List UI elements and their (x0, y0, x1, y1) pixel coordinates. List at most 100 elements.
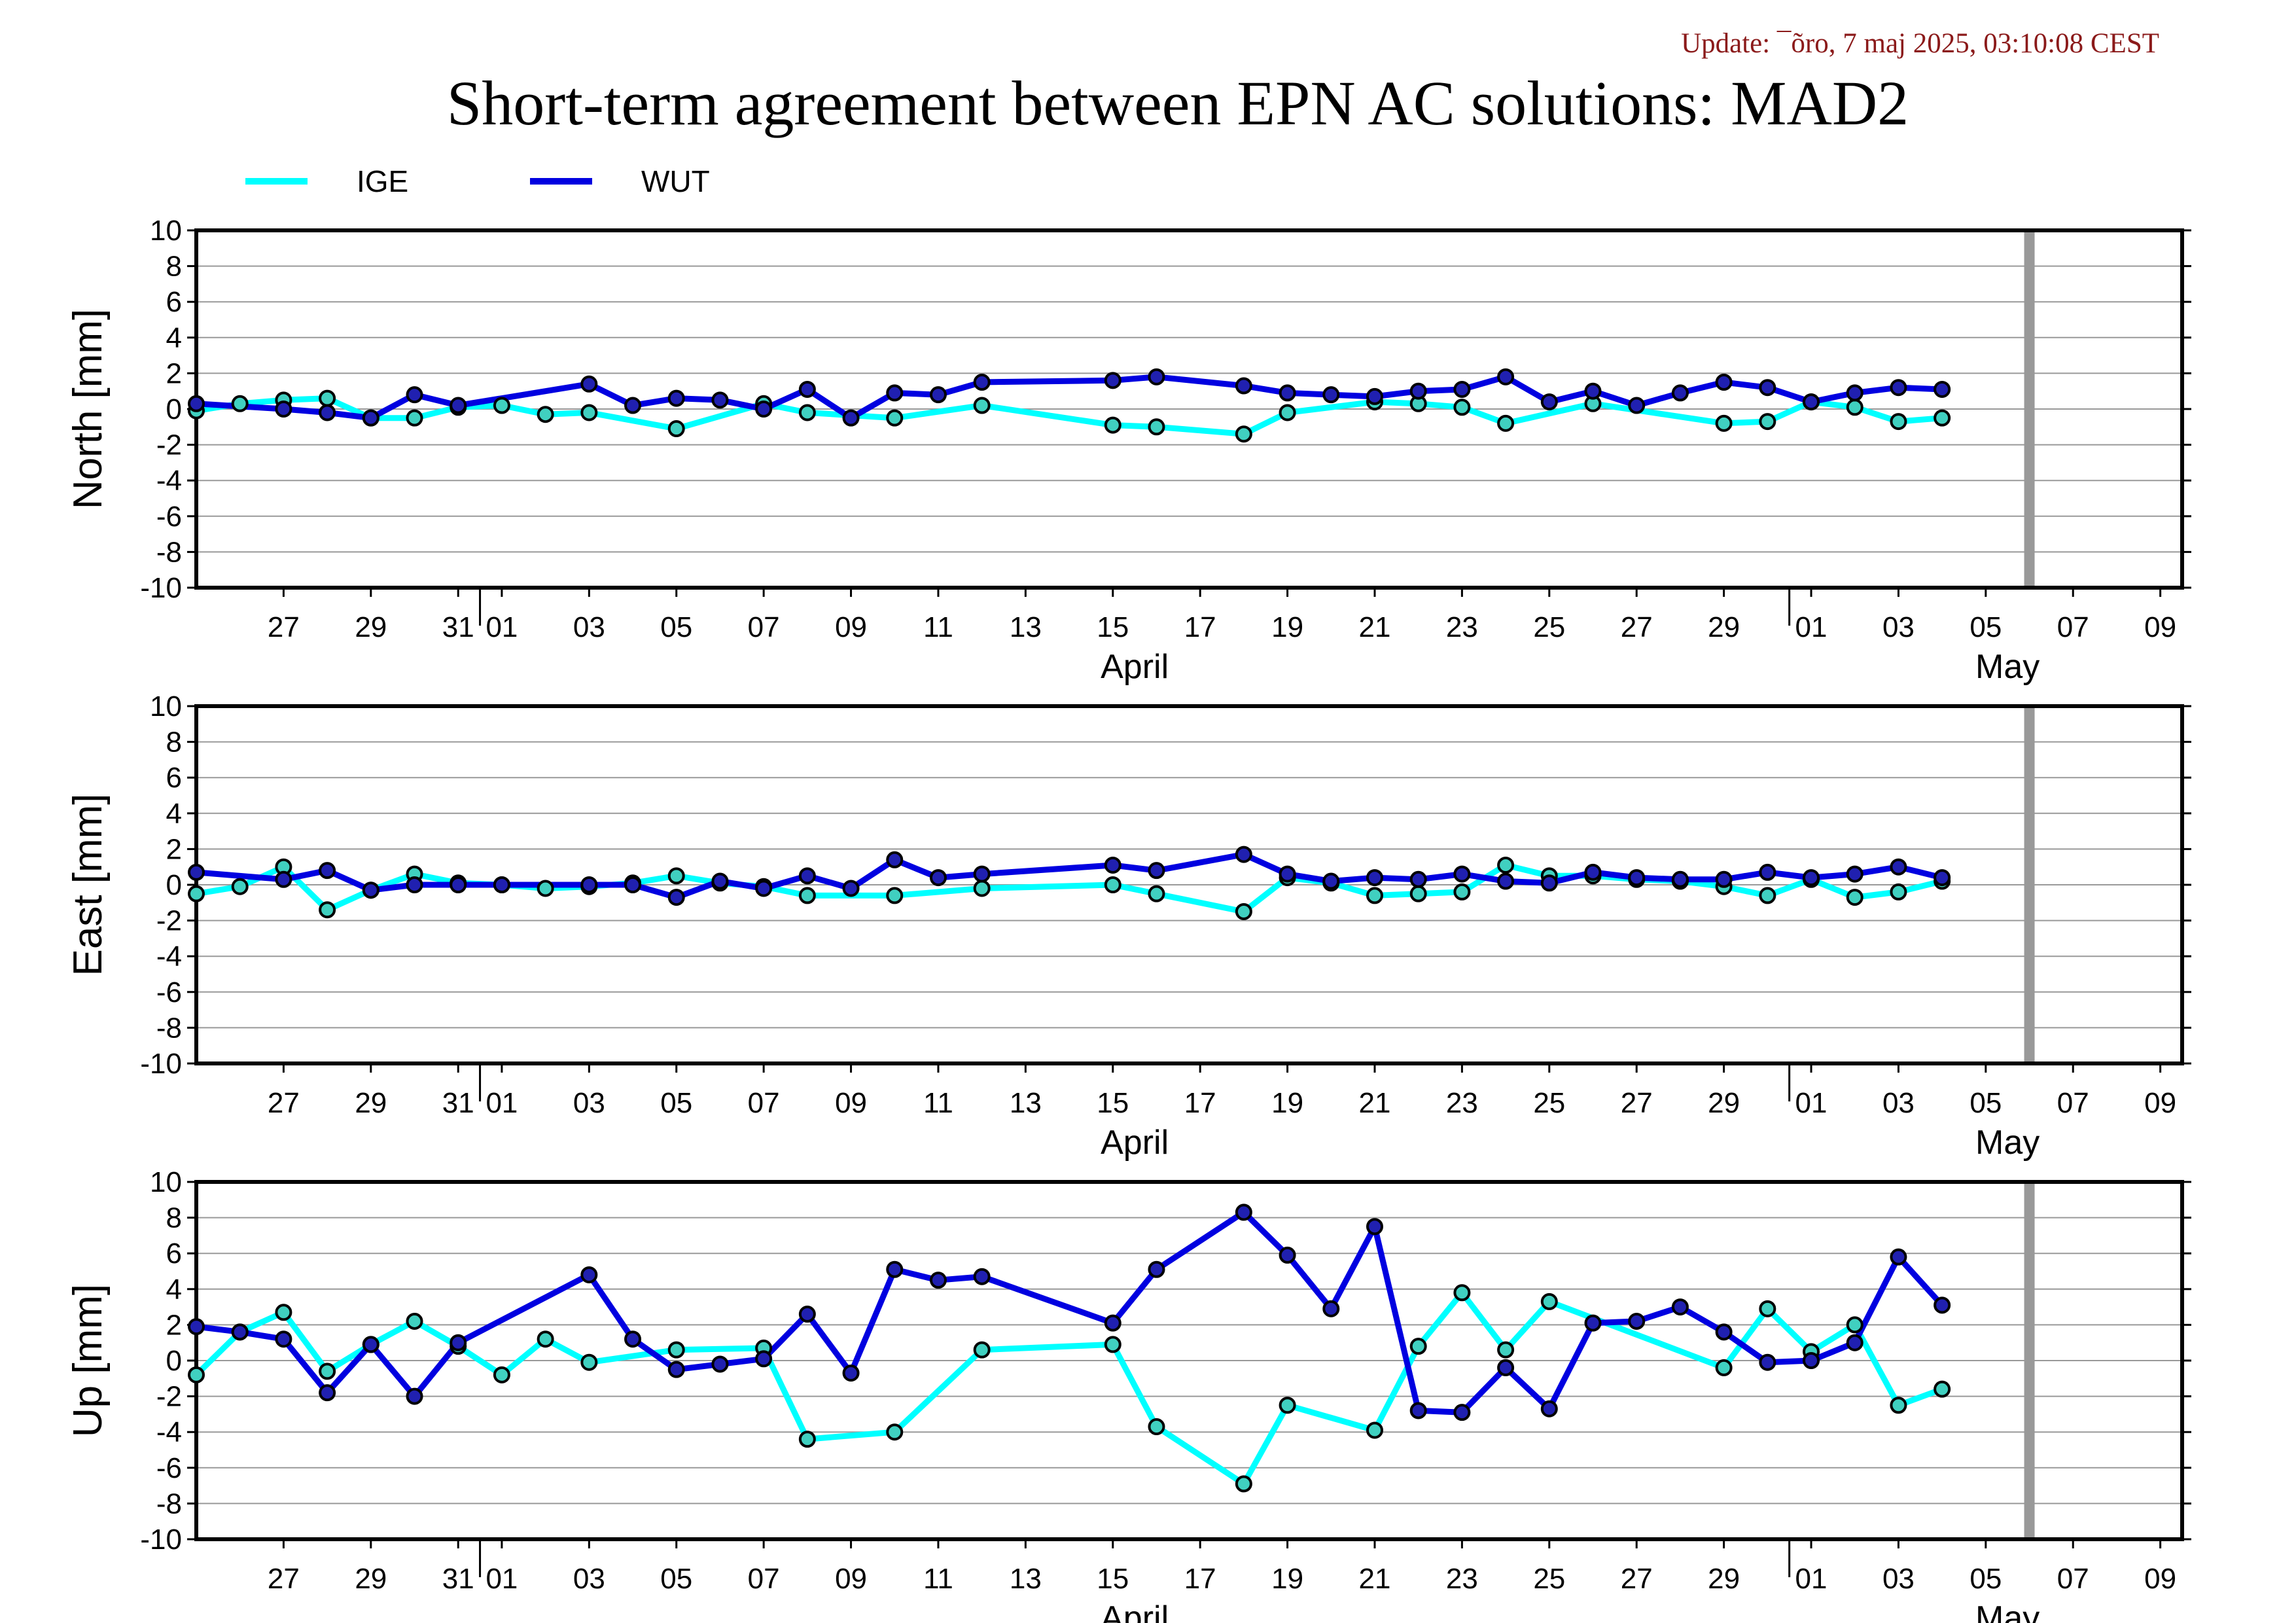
x-tick-label: 01 (1795, 1087, 1828, 1119)
data-point-wut (798, 380, 816, 398)
data-point-ige (1890, 1397, 1907, 1414)
data-point-wut (1890, 379, 1907, 397)
y-tick-label: 2 (166, 1309, 182, 1341)
x-tick-label: 09 (835, 1563, 867, 1595)
data-point-wut (929, 1272, 947, 1289)
x-tick-label: 09 (835, 611, 867, 643)
data-point-ige (493, 1366, 510, 1383)
data-point-ige (1453, 1284, 1471, 1302)
y-tick-label: -6 (156, 976, 182, 1008)
data-point-wut (842, 1364, 860, 1382)
data-point-ige (798, 1431, 816, 1448)
data-point-wut (842, 880, 860, 897)
data-point-wut (1715, 870, 1733, 888)
data-point-wut (973, 1268, 991, 1285)
data-point-wut (1715, 1323, 1733, 1341)
x-tick-label: 11 (923, 1563, 953, 1595)
x-tick-label: 11 (923, 1087, 953, 1119)
y-tick-label: 0 (166, 1345, 182, 1377)
data-point-wut (1104, 1314, 1122, 1332)
data-point-wut (1453, 865, 1471, 883)
data-point-ige (973, 1341, 991, 1359)
data-point-wut (886, 1260, 904, 1278)
data-point-wut (1497, 368, 1515, 385)
data-point-ige (1759, 413, 1776, 431)
data-point-wut (580, 375, 598, 393)
x-tick-label: 19 (1271, 1563, 1303, 1595)
data-point-wut (1759, 1353, 1776, 1371)
x-tick-label: 23 (1446, 1087, 1478, 1119)
x-tick-label: 15 (1097, 1563, 1129, 1595)
data-point-wut (1628, 397, 1646, 414)
data-point-ige (319, 1363, 336, 1380)
data-point-wut (1497, 1359, 1515, 1376)
x-tick-label: 07 (2057, 1563, 2089, 1595)
x-tick-label: 07 (2057, 611, 2089, 643)
panel-up: 10 8 6 42 0 -2-4 -6 -8 -10 Up [mm] 27 29 31 01 03 05 07 0… (65, 1166, 2191, 1623)
data-point-ige (667, 867, 685, 885)
data-point-wut (711, 391, 729, 409)
y-tick-label: 10 (150, 1166, 182, 1198)
data-point-ige (1759, 887, 1776, 904)
data-point-ige (1279, 404, 1296, 421)
data-point-wut (1235, 377, 1252, 395)
data-point-ige (188, 885, 205, 902)
month-label: April (1101, 1124, 1169, 1162)
data-point-ige (1148, 418, 1165, 436)
x-tick-label: 19 (1271, 1087, 1303, 1119)
data-point-wut (1322, 386, 1340, 404)
data-point-ige (1104, 876, 1122, 893)
data-point-wut (362, 882, 380, 899)
data-point-ige (1366, 887, 1383, 904)
x-tick-label: 29 (355, 611, 387, 643)
data-point-wut (1934, 1296, 1951, 1314)
data-point-ige (275, 1304, 292, 1321)
data-point-ige (1759, 1300, 1776, 1317)
y-tick-label: -6 (156, 1452, 182, 1484)
data-point-wut (1540, 393, 1558, 411)
x-tick-label: 09 (2144, 1087, 2176, 1119)
panel-east: 10 8 6 42 0 -2-4 -6 -8 -10 East [mm] 27 29 31 01 03 05 0… (65, 690, 2191, 1162)
data-point-ige (1497, 856, 1515, 874)
month-label: May (1975, 1124, 2040, 1162)
x-tick-label: 13 (1010, 1087, 1042, 1119)
x-tick-label: 05 (1969, 611, 2002, 643)
data-point-ige (1279, 1397, 1296, 1414)
x-tick-label: 07 (2057, 1087, 2089, 1119)
x-tick-label: 05 (660, 1563, 692, 1595)
y-tick-label: 10 (150, 215, 182, 247)
data-point-wut (275, 1330, 292, 1348)
data-point-wut (1409, 1402, 1427, 1419)
x-tick-label: 31 (442, 611, 474, 643)
data-point-ige (1890, 413, 1907, 431)
x-tick-label: 29 (355, 1087, 387, 1119)
data-point-wut (1584, 382, 1602, 400)
data-point-wut (450, 397, 467, 414)
y-axis-label: East [mm] (65, 793, 111, 976)
data-point-ige (537, 880, 554, 897)
month-label: May (1975, 648, 2040, 686)
plot-frame (194, 1180, 2184, 1541)
data-point-ige (580, 1353, 598, 1371)
data-point-wut (1890, 1248, 1907, 1266)
data-point-wut (1279, 1246, 1296, 1264)
data-point-wut (319, 1384, 336, 1402)
data-point-wut (1235, 846, 1252, 863)
data-point-ige (667, 1341, 685, 1359)
data-point-wut (188, 1318, 205, 1336)
data-point-ige (886, 409, 904, 427)
data-point-wut (231, 1323, 249, 1341)
x-tick-label: 03 (1882, 1563, 1915, 1595)
y-tick-label: 8 (166, 726, 182, 758)
y-tick-label: -4 (156, 940, 182, 972)
x-tick-label: 01 (1795, 1563, 1828, 1595)
data-point-ige (493, 397, 510, 414)
data-point-wut (1584, 863, 1602, 881)
data-point-ige (580, 404, 598, 421)
x-tick-label: 17 (1184, 1563, 1216, 1595)
data-point-wut (798, 1306, 816, 1323)
x-tick-label: 27 (1621, 1087, 1653, 1119)
data-point-ige (973, 397, 991, 414)
data-point-wut (275, 870, 292, 888)
